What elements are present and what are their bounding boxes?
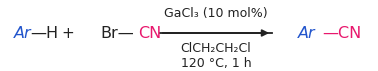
- Text: GaCl₃ (10 mol%): GaCl₃ (10 mol%): [164, 7, 268, 20]
- Text: ClCH₂CH₂Cl: ClCH₂CH₂Cl: [181, 43, 251, 56]
- Text: Br—: Br—: [100, 25, 134, 40]
- Text: +: +: [62, 25, 74, 40]
- Text: Ar: Ar: [14, 25, 32, 40]
- Text: CN: CN: [138, 25, 161, 40]
- Text: —CN: —CN: [322, 25, 361, 40]
- Text: —H: —H: [30, 25, 58, 40]
- Text: Ar: Ar: [298, 25, 316, 40]
- Text: 120 °C, 1 h: 120 °C, 1 h: [181, 57, 251, 70]
